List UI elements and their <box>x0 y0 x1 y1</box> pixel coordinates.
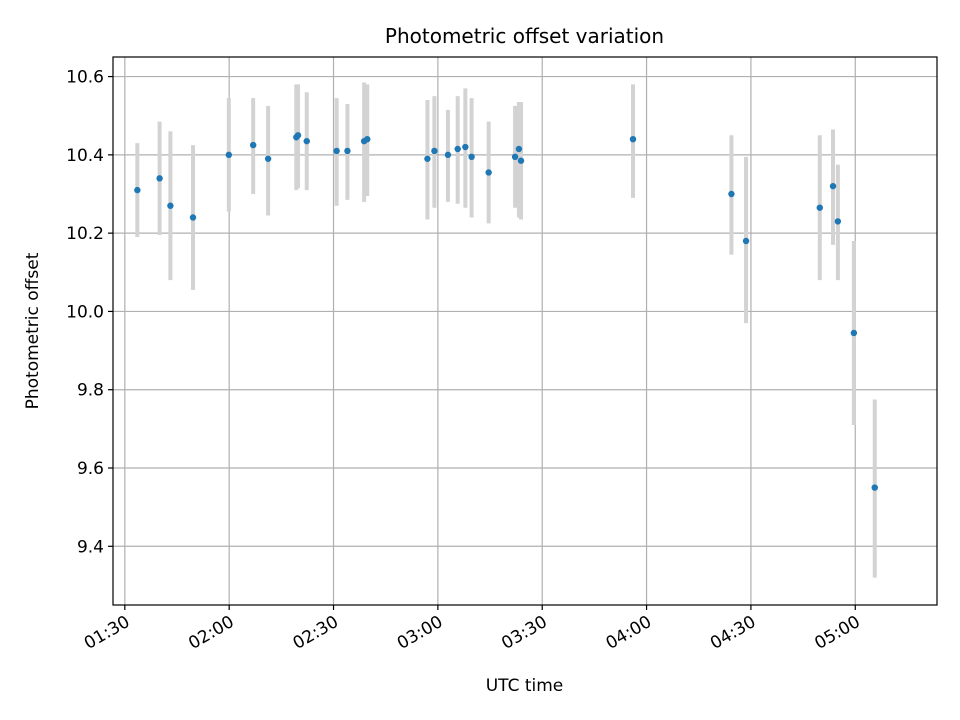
data-point <box>742 237 750 245</box>
x-axis-title: UTC time <box>486 676 564 696</box>
data-point <box>134 186 141 194</box>
plot-frame <box>112 56 938 606</box>
y-tick-label: 10.0 <box>66 302 104 322</box>
data-point <box>850 329 858 337</box>
data-point <box>515 145 523 153</box>
data-point <box>454 145 461 153</box>
chart-title: Photometric offset variation <box>385 24 664 48</box>
data-point <box>485 169 492 176</box>
y-tick-label: 9.4 <box>77 537 104 557</box>
data-point <box>156 175 163 182</box>
data-point <box>468 153 475 161</box>
y-axis: 9.4 9.6 9.8 10.0 10.2 10.4 10.6 <box>66 68 113 557</box>
data-point <box>264 155 272 162</box>
data-point <box>333 147 340 155</box>
data-point <box>728 190 735 198</box>
data-point <box>829 182 837 190</box>
data-point <box>431 147 438 155</box>
data-point <box>424 155 431 162</box>
data-point <box>629 136 637 143</box>
y-axis-title: Photometric offset <box>23 252 43 409</box>
data-point <box>225 151 233 159</box>
data-point <box>189 214 197 221</box>
data-point <box>517 157 525 164</box>
data-point <box>816 204 823 211</box>
y-tick-label: 9.6 <box>77 459 104 479</box>
data-point <box>444 151 452 159</box>
data-point <box>871 484 878 491</box>
data-point <box>344 147 351 155</box>
data-point <box>303 137 310 145</box>
data-point <box>511 153 519 161</box>
grid-lines <box>113 57 937 605</box>
y-tick-label: 10.2 <box>66 224 104 244</box>
data-point <box>462 143 469 151</box>
data-point <box>294 132 302 139</box>
y-tick-label: 10.4 <box>66 146 104 166</box>
y-tick-label: 10.6 <box>66 68 104 88</box>
data-point <box>167 202 174 209</box>
data-point <box>249 141 257 149</box>
data-points <box>134 132 878 491</box>
y-tick-label: 9.8 <box>77 381 104 401</box>
data-point <box>834 218 842 225</box>
data-point <box>364 136 371 143</box>
